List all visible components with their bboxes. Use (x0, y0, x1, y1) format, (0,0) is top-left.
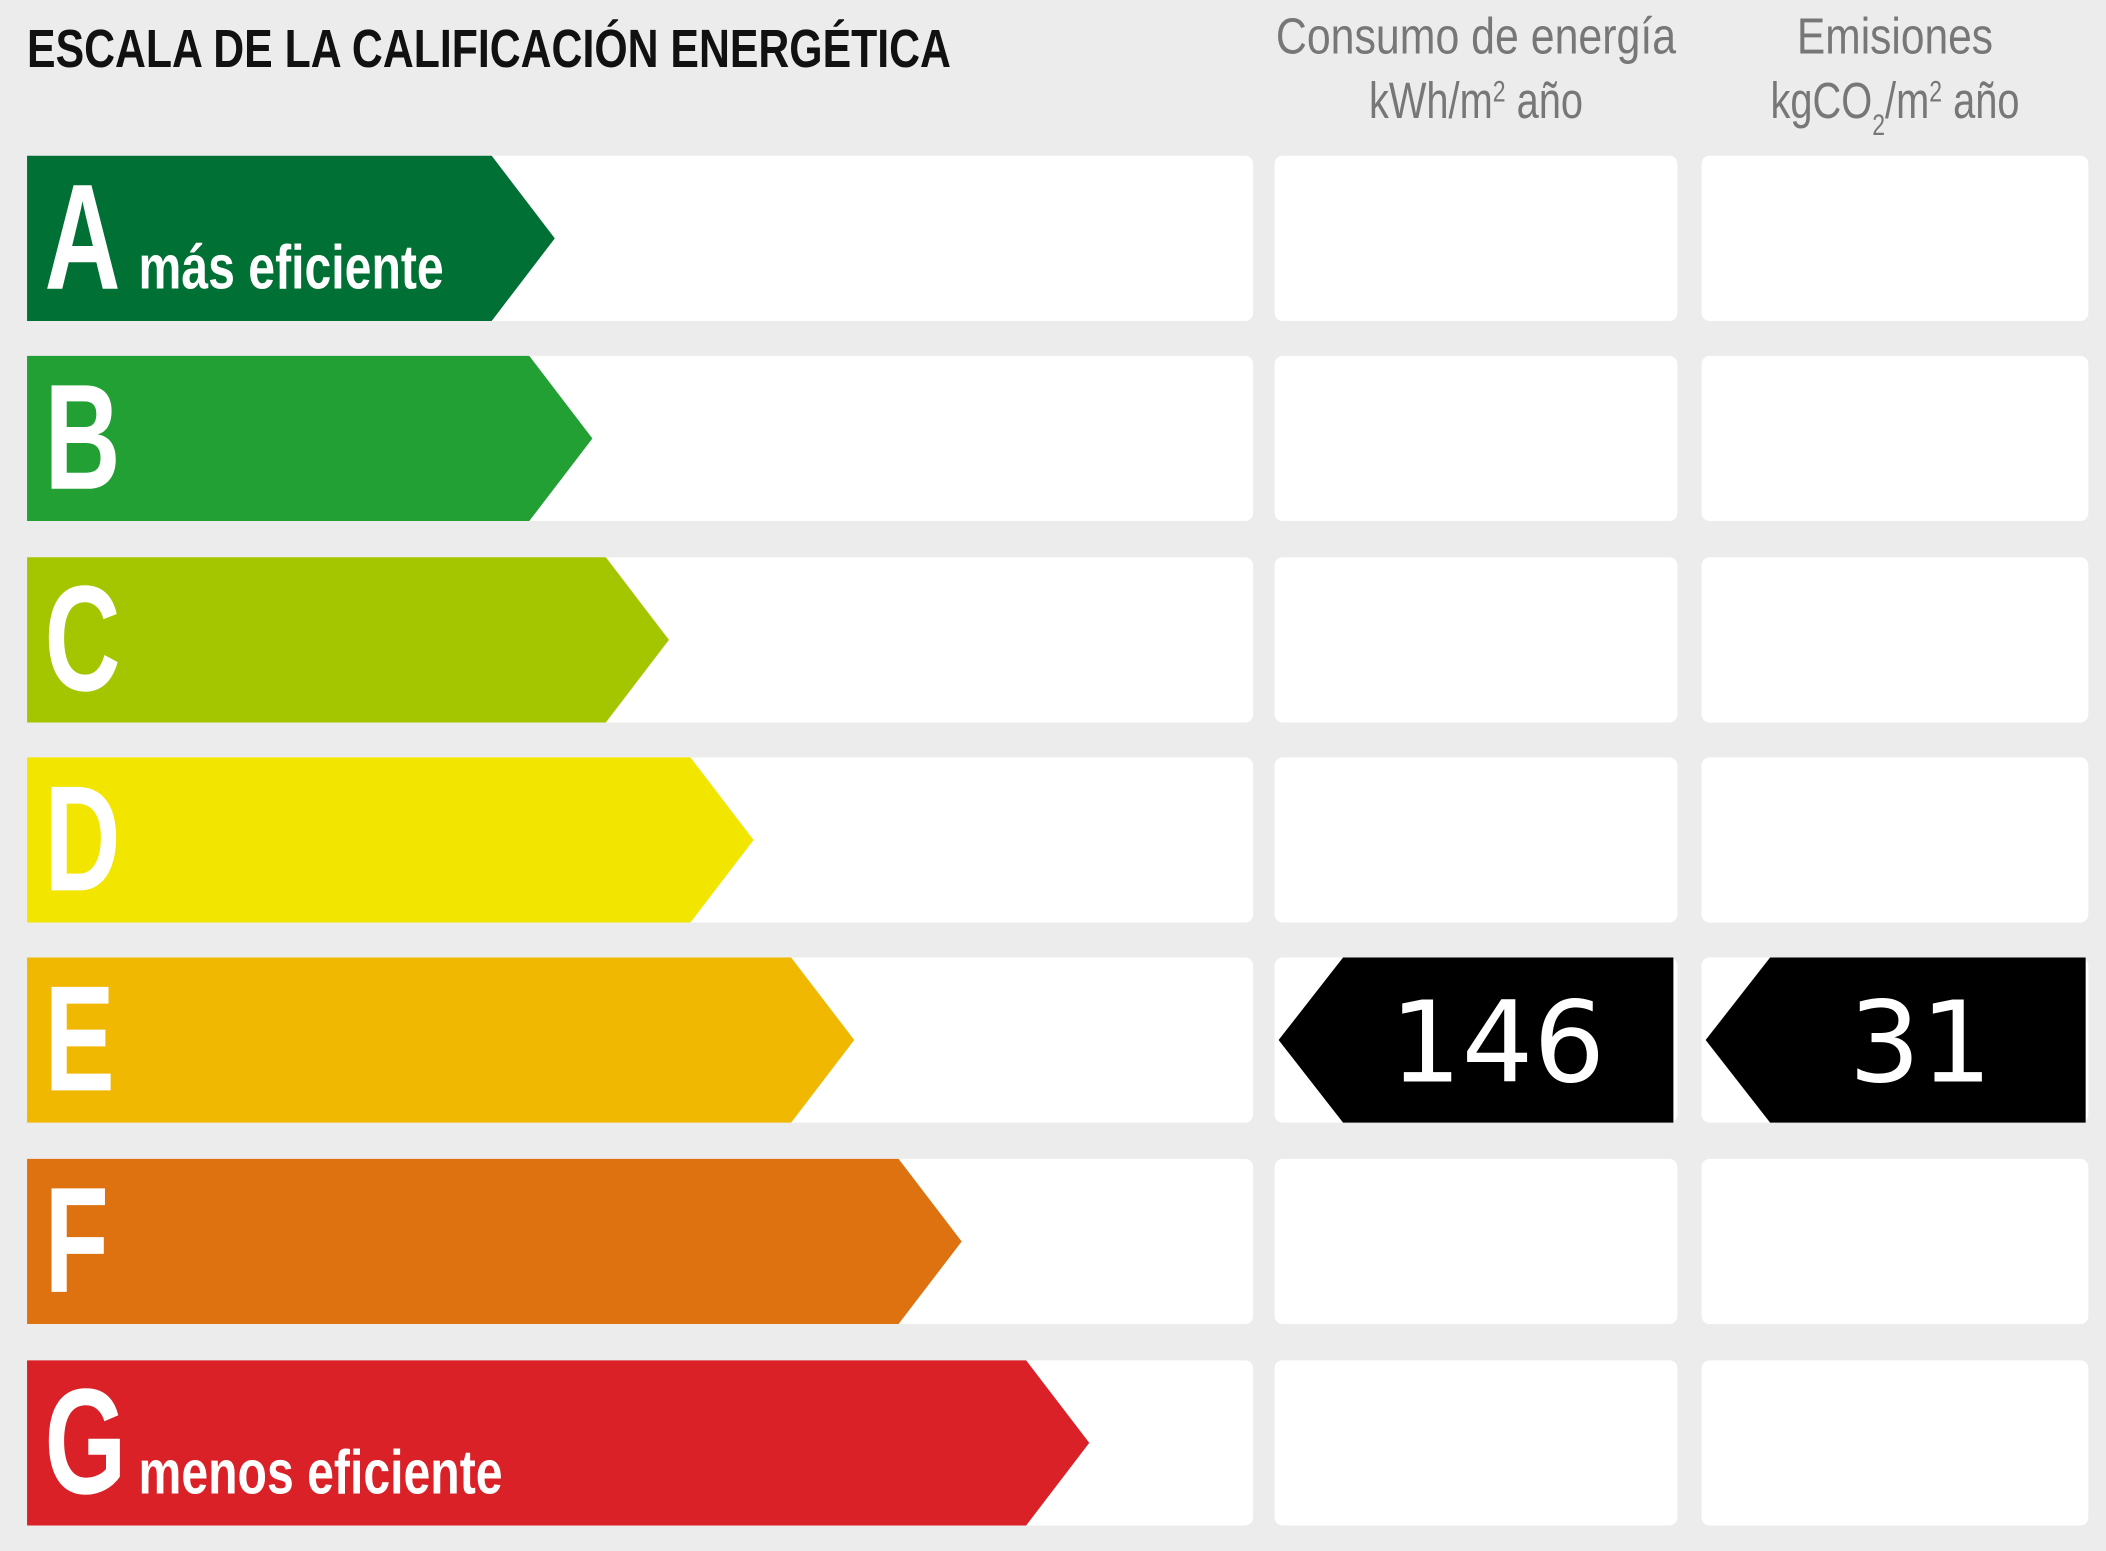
unit-subscript: 2 (1872, 108, 1885, 141)
unit-part: kWh/m (1369, 72, 1493, 129)
class-arrow (27, 557, 669, 723)
unit-superscript: 2 (1929, 75, 1942, 108)
emissions-value: 31 (1849, 977, 1993, 1109)
class-arrow (27, 1360, 1090, 1526)
unit-part: /m (1885, 72, 1929, 129)
class-letter: G (45, 1357, 127, 1526)
value-cell (1274, 1158, 1678, 1325)
column-header: Emisiones (1797, 8, 1993, 65)
class-arrow (27, 155, 555, 321)
value-cell (1274, 757, 1678, 923)
class-arrow (27, 957, 855, 1123)
column-unit: kWh/m2 año (1369, 72, 1583, 129)
unit-superscript: 2 (1493, 75, 1506, 108)
column-header: Consumo de energía (1276, 8, 1677, 65)
class-letter: F (45, 1155, 109, 1324)
value-cell (1701, 757, 2089, 923)
class-letter: D (45, 754, 121, 923)
consumption-value: 146 (1390, 977, 1605, 1109)
value-cell (1701, 557, 2089, 723)
class-arrow (27, 757, 754, 923)
column-unit: kgCO2/m2 año (1770, 72, 2019, 141)
class-label: menos eficiente (139, 1438, 503, 1507)
title: ESCALA DE LA CALIFICACIÓN ENERGÉTICA (27, 19, 951, 79)
value-cell (1701, 155, 2089, 321)
rating-pointer (1278, 957, 1674, 1123)
unit-part: kgCO (1770, 72, 1872, 129)
class-arrow (27, 355, 593, 522)
value-cell (1274, 557, 1678, 723)
value-cell (1274, 355, 1678, 522)
value-cell (1701, 1158, 2089, 1325)
class-label: más eficiente (139, 233, 444, 302)
unit-part: año (1506, 72, 1583, 129)
rating-pointer (1705, 957, 2086, 1123)
class-letter: E (45, 954, 115, 1123)
value-cell (1701, 355, 2089, 522)
class-letter: B (45, 352, 121, 521)
unit-part: año (1942, 72, 2019, 129)
class-letter: C (45, 554, 121, 723)
class-letter: A (45, 152, 121, 321)
class-arrow (27, 1158, 962, 1325)
value-cell (1701, 1360, 2089, 1526)
value-cell (1274, 155, 1678, 321)
value-cell (1274, 1360, 1678, 1526)
